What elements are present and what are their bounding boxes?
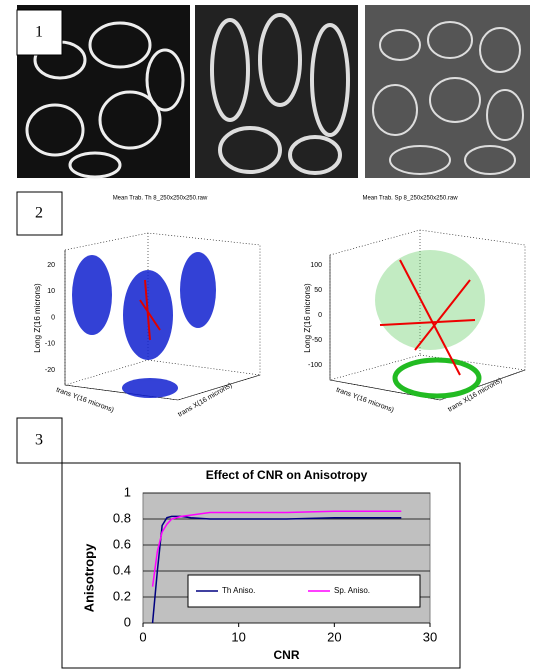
z-tick-label: -20 xyxy=(45,367,55,374)
x-tick-label: 0 xyxy=(139,629,146,644)
x-axis-label: trans X(16 microns) xyxy=(177,382,233,419)
image-2 xyxy=(195,5,358,178)
z-axis-label: Long Z(16 microns) xyxy=(33,283,42,353)
y-tick-label: 0 xyxy=(124,614,131,629)
x-tick-label: 30 xyxy=(423,629,437,644)
plot-title: Mean Trab. Th 8_250x250x250.raw xyxy=(113,196,208,202)
y-axis-label: Anisotropy xyxy=(81,543,96,612)
x-axis-label: CNR xyxy=(274,648,300,662)
y-tick-label: 0.4 xyxy=(113,562,131,577)
panel-label: 3 xyxy=(35,432,43,449)
z-axis-label: Long Z(16 microns) xyxy=(303,283,312,353)
image-3 xyxy=(365,5,530,178)
y-axis-label: trans Y(16 microns) xyxy=(335,387,395,414)
y-tick-label: 0.8 xyxy=(113,510,131,525)
plot-title: Mean Trab. Sp 8_250x250x250.raw xyxy=(362,196,458,202)
x-tick-label: 20 xyxy=(327,629,341,644)
panel-label: 2 xyxy=(35,205,43,222)
z-tick-label: -100 xyxy=(308,362,322,369)
x-tick-label: 10 xyxy=(231,629,245,644)
y-tick-label: 0.2 xyxy=(113,588,131,603)
figure: 1 2 3 Mean Trab. Th 8_250x250x250.raw Lon… xyxy=(0,0,546,670)
chart-title: Effect of CNR on Anisotropy xyxy=(206,468,368,482)
z-tick-label: 0 xyxy=(51,314,55,321)
z-tick-label: 20 xyxy=(47,262,55,269)
legend-label: Th Aniso. xyxy=(222,586,255,595)
y-tick-label: 0.6 xyxy=(113,536,131,551)
panel-label: 1 xyxy=(35,24,43,41)
z-tick-label: 10 xyxy=(47,288,55,295)
z-tick-label: -10 xyxy=(45,341,55,348)
z-tick-label: 50 xyxy=(314,287,322,294)
y-axis-label: trans Y(16 microns) xyxy=(55,387,115,414)
legend-label: Sp. Aniso. xyxy=(334,586,370,595)
z-tick-label: 0 xyxy=(318,312,322,319)
z-tick-label: -50 xyxy=(312,337,322,344)
z-tick-label: 100 xyxy=(310,262,322,269)
y-tick-label: 1 xyxy=(124,484,131,499)
